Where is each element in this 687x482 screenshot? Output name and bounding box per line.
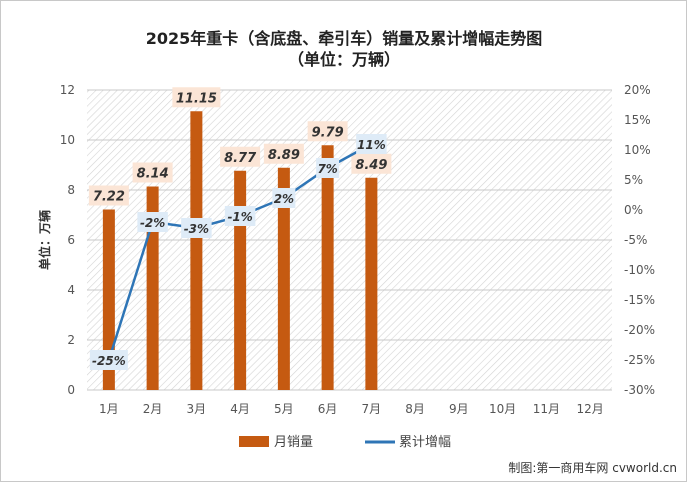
line-label-box [89, 350, 128, 370]
line-label-box [181, 218, 212, 238]
y2-tick-label: -15% [624, 293, 655, 307]
x-axis-ticks: 1月 2月 3月 4月 5月 6月 7月 8月 9月 10月 11月 12月 [99, 402, 604, 416]
y2-tick-label: 5% [624, 173, 643, 187]
line-label-box [224, 206, 256, 226]
x-tick-label: 7月 [362, 402, 382, 416]
bar-series [102, 111, 378, 390]
bar-data-label: 8.77 [224, 151, 257, 166]
bar [321, 145, 334, 390]
bar-data-label: 11.15 [176, 91, 217, 106]
y2-tick-label: 15% [624, 113, 651, 127]
bar-data-label: 8.49 [355, 158, 387, 173]
bar [190, 111, 203, 390]
x-tick-label: 8月 [405, 402, 425, 416]
bar-label-box [263, 143, 304, 164]
line-label-box [356, 134, 387, 154]
line-data-label: -2% [140, 216, 165, 230]
line-data-label: 7% [317, 162, 337, 176]
y-axis-label: 单位：万辆 [37, 210, 52, 270]
bar-label-box [220, 146, 261, 167]
chart-subtitle: （单位：万辆） [288, 50, 400, 69]
bar-data-label: 7.22 [93, 190, 125, 205]
y2-tick-label: 10% [624, 143, 651, 157]
y2-tick-label: -5% [624, 233, 647, 247]
x-tick-label: 4月 [230, 402, 250, 416]
line-data-label: 11% [357, 138, 386, 152]
bar-label-box [351, 153, 392, 174]
legend-bar-label: 月销量 [274, 435, 313, 450]
bar-label-box [132, 162, 173, 183]
bar-label-box [307, 121, 348, 142]
chart-title: 2025年重卡（含底盘、牵引车）销量及累计增幅走势图 [146, 29, 543, 48]
y2-tick-label: -25% [624, 353, 655, 367]
gridlines [87, 89, 612, 391]
x-tick-label: 10月 [489, 402, 516, 416]
y2-axis-ticks: -30% -25% -20% -15% -10% -5% 0% 5% 10% 15% 20% [624, 83, 655, 397]
y2-tick-label: -20% [624, 323, 655, 337]
bar-labels: 7.22 8.14 11.15 8.77 8.89 9.79 8.49 [88, 87, 392, 206]
y2-tick-label: 20% [624, 83, 651, 97]
y-tick-label: 2 [67, 333, 75, 347]
bar-data-label: 9.79 [312, 125, 344, 140]
bar-label-box [88, 185, 129, 206]
line-data-label: -25% [92, 354, 126, 368]
y-tick-label: 4 [67, 283, 75, 297]
bar [277, 167, 290, 390]
x-tick-label: 1月 [99, 402, 119, 416]
legend-line-label: 累计增幅 [399, 435, 451, 450]
bar-data-label: 8.14 [137, 167, 169, 182]
bar [234, 170, 247, 390]
line-data-label: -1% [227, 210, 252, 224]
line-labels: -25% -2% -3% -1% 2% 7% 11% [89, 134, 387, 370]
x-tick-label: 2月 [143, 402, 163, 416]
line-data-label: 2% [274, 192, 294, 206]
x-tick-label: 9月 [449, 402, 469, 416]
x-tick-label: 11月 [533, 402, 560, 416]
y-axis-ticks: 0 2 4 6 8 10 12 [60, 83, 75, 397]
y-tick-label: 6 [67, 233, 75, 247]
y-tick-label: 10 [60, 133, 75, 147]
x-tick-label: 12月 [576, 402, 603, 416]
bar [102, 209, 115, 390]
x-tick-label: 3月 [187, 402, 207, 416]
y-tick-label: 0 [67, 383, 75, 397]
bar-label-box [172, 87, 221, 108]
x-tick-label: 6月 [318, 402, 338, 416]
y2-tick-label: -10% [624, 263, 655, 277]
x-tick-label: 5月 [274, 402, 294, 416]
y2-tick-label: -30% [624, 383, 655, 397]
credit-text: 制图:第一商用车网 cvworld.cn [508, 460, 677, 475]
line-label-box [316, 158, 340, 178]
bar-data-label: 8.89 [268, 148, 300, 163]
y-tick-label: 8 [67, 183, 75, 197]
line-label-box [272, 188, 296, 208]
bar [365, 177, 378, 390]
line-data-label: -3% [184, 222, 209, 236]
line-label-box [137, 212, 168, 232]
y2-tick-label: 0% [624, 203, 643, 217]
legend: 月销量 累计增幅 [239, 435, 451, 450]
bar [146, 186, 159, 390]
y-tick-label: 12 [60, 83, 75, 97]
legend-bar-swatch [239, 436, 269, 447]
